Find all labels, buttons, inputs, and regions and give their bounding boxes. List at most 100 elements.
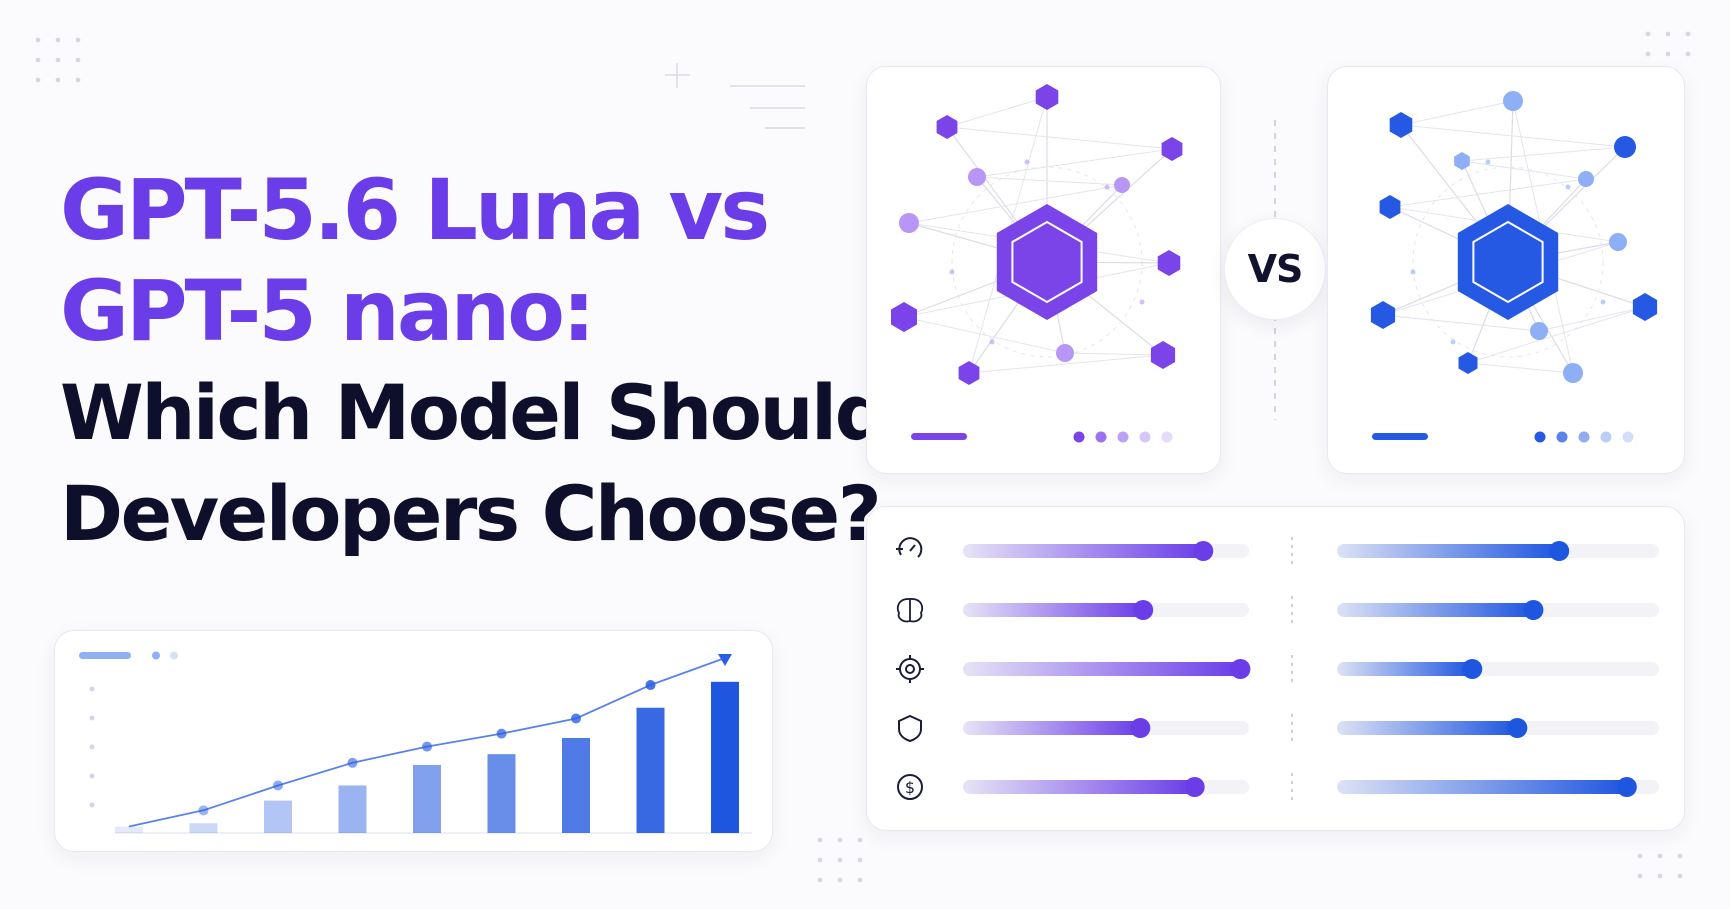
nano-model-card bbox=[1327, 66, 1685, 474]
card-progress-bar bbox=[911, 433, 967, 440]
carousel-dot[interactable] bbox=[1117, 431, 1129, 443]
carousel-dot[interactable] bbox=[1095, 431, 1107, 443]
vs-badge: VS bbox=[1224, 218, 1326, 320]
carousel-dot[interactable] bbox=[1556, 431, 1568, 443]
nano-slider-handle[interactable] bbox=[1616, 777, 1637, 797]
trend-point bbox=[571, 713, 581, 724]
y-axis-tick bbox=[89, 686, 95, 692]
brain-icon bbox=[896, 598, 924, 623]
circle-node-icon bbox=[1503, 91, 1523, 111]
trend-arrow-icon bbox=[718, 654, 732, 667]
carousel-dot[interactable] bbox=[1534, 431, 1546, 443]
carousel-dot[interactable] bbox=[1578, 431, 1590, 443]
trend-bar bbox=[562, 737, 590, 833]
y-axis-tick bbox=[89, 773, 95, 779]
hex-node-icon bbox=[1161, 137, 1183, 161]
y-axis-tick bbox=[89, 802, 95, 808]
circle-node-icon bbox=[1563, 363, 1583, 383]
luna-slider-handle[interactable] bbox=[1130, 718, 1151, 738]
hex-node-icon bbox=[1370, 301, 1396, 329]
core-hexagon-icon bbox=[996, 204, 1098, 320]
trend-point bbox=[422, 741, 432, 752]
hex-node-icon bbox=[891, 302, 917, 332]
luna-slider-fill bbox=[963, 603, 1144, 617]
luna-slider-handle[interactable] bbox=[1230, 659, 1251, 679]
svg-text:$: $ bbox=[905, 778, 915, 797]
hex-node-icon bbox=[1458, 352, 1478, 374]
trend-point bbox=[645, 680, 656, 691]
circle-node-icon bbox=[968, 168, 986, 186]
nano-slider-fill bbox=[1337, 544, 1560, 558]
trend-bar bbox=[487, 754, 516, 833]
trend-bar bbox=[636, 707, 665, 833]
speed-icon bbox=[896, 537, 923, 558]
nano-slider-handle[interactable] bbox=[1523, 600, 1544, 620]
carousel-dot[interactable] bbox=[1622, 431, 1634, 443]
trend-chart-panel bbox=[54, 630, 773, 852]
title-line-3: Which Model Should bbox=[60, 368, 889, 457]
trend-bar bbox=[338, 785, 367, 833]
nano-slider-fill bbox=[1337, 780, 1627, 794]
hex-node-icon bbox=[1150, 341, 1176, 369]
core-hexagon-icon bbox=[1457, 204, 1559, 320]
hex-node-icon bbox=[1632, 293, 1658, 321]
title-line-2: GPT-5 nano: bbox=[60, 262, 596, 360]
trend-bar bbox=[189, 823, 218, 833]
trend-point bbox=[347, 757, 358, 768]
target-icon bbox=[896, 655, 924, 683]
hex-node-icon bbox=[936, 115, 958, 139]
trend-legend-bar bbox=[79, 652, 131, 659]
luna-slider-fill bbox=[963, 780, 1195, 794]
nano-slider-handle[interactable] bbox=[1507, 718, 1528, 738]
hex-node-icon bbox=[958, 361, 980, 385]
card-progress-bar bbox=[1372, 433, 1428, 440]
nano-slider-fill bbox=[1337, 662, 1473, 676]
shield-icon bbox=[898, 714, 922, 743]
trend-point bbox=[198, 805, 209, 816]
carousel-dot[interactable] bbox=[1139, 431, 1151, 443]
title-line-4: Developers Choose? bbox=[60, 469, 882, 558]
trend-bar bbox=[115, 826, 143, 833]
luna-slider-fill bbox=[963, 662, 1241, 676]
trend-bar bbox=[711, 681, 739, 833]
trend-point bbox=[496, 728, 507, 739]
luna-network-graphic bbox=[891, 84, 1183, 443]
luna-slider-handle[interactable] bbox=[1193, 541, 1214, 561]
hex-node-icon bbox=[1454, 152, 1470, 170]
nano-network-graphic bbox=[1370, 91, 1658, 443]
luna-slider-fill bbox=[963, 544, 1204, 558]
hex-node-icon bbox=[1389, 112, 1413, 138]
trend-bar bbox=[264, 800, 292, 833]
circle-node-icon bbox=[899, 213, 919, 233]
circle-node-icon bbox=[1114, 177, 1130, 193]
carousel-dot[interactable] bbox=[1161, 431, 1173, 443]
trend-legend-dot bbox=[152, 651, 160, 660]
metrics-comparison-panel: $ bbox=[866, 506, 1685, 831]
nano-slider-fill bbox=[1337, 603, 1534, 617]
title-line-1: GPT-5.6 Luna vs bbox=[60, 161, 770, 259]
hex-node-icon bbox=[1379, 195, 1401, 219]
y-axis-tick bbox=[89, 744, 95, 750]
y-axis-tick bbox=[89, 715, 95, 721]
nano-slider-handle[interactable] bbox=[1462, 659, 1483, 679]
luna-slider-handle[interactable] bbox=[1184, 777, 1205, 797]
dollar-icon: $ bbox=[897, 774, 923, 800]
circle-node-icon bbox=[1530, 322, 1548, 340]
nano-slider-handle[interactable] bbox=[1549, 541, 1570, 561]
luna-slider-handle[interactable] bbox=[1133, 600, 1154, 620]
page-title: GPT-5.6 Luna vs GPT-5 nano: Which Model … bbox=[60, 160, 889, 564]
trend-point bbox=[273, 780, 283, 791]
trend-chart bbox=[79, 651, 752, 834]
hex-node-icon bbox=[1157, 250, 1181, 276]
trend-bar bbox=[413, 764, 441, 833]
nano-slider-fill bbox=[1337, 721, 1518, 735]
hex-node-icon bbox=[1035, 84, 1059, 110]
circle-node-icon bbox=[1578, 171, 1594, 187]
luna-model-card bbox=[866, 66, 1221, 474]
carousel-dot[interactable] bbox=[1073, 431, 1085, 443]
circle-node-icon bbox=[1609, 233, 1627, 251]
trend-legend-dot bbox=[170, 651, 178, 660]
circle-node-icon bbox=[1614, 136, 1636, 158]
carousel-dot[interactable] bbox=[1600, 431, 1612, 443]
